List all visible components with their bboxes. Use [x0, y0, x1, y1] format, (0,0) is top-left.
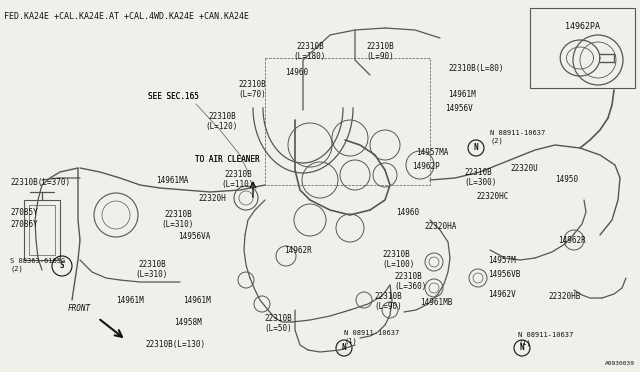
Text: 14956VA: 14956VA — [178, 232, 211, 241]
Text: N 08911-10637
(1): N 08911-10637 (1) — [344, 330, 399, 343]
Bar — [530, 8, 635, 88]
Text: S: S — [60, 262, 64, 270]
Text: 22310B(L=80): 22310B(L=80) — [448, 64, 504, 73]
Text: FRONT: FRONT — [68, 304, 91, 313]
Text: 22320HB: 22320HB — [548, 292, 580, 301]
Text: 14962R: 14962R — [284, 246, 312, 255]
Text: 22310B
(L=360): 22310B (L=360) — [394, 272, 426, 291]
Text: FED.KA24E +CAL.KA24E.AT +CAL.4WD.KA24E +CAN.KA24E: FED.KA24E +CAL.KA24E.AT +CAL.4WD.KA24E +… — [4, 12, 249, 21]
Text: 14961M: 14961M — [448, 90, 476, 99]
Text: 14957MA: 14957MA — [416, 148, 449, 157]
Text: 22320H: 22320H — [198, 194, 226, 203]
Text: 14961M: 14961M — [116, 296, 144, 305]
Text: 27086Y: 27086Y — [10, 220, 38, 229]
Text: N: N — [342, 343, 346, 353]
Text: 14962PA: 14962PA — [565, 22, 600, 31]
Text: N: N — [520, 343, 524, 353]
Text: 14958M: 14958M — [174, 318, 202, 327]
Text: 22310B
(L=110): 22310B (L=110) — [222, 170, 254, 189]
Text: 22310B
(L=310): 22310B (L=310) — [162, 210, 194, 230]
Text: 14956VB: 14956VB — [488, 270, 520, 279]
Text: 22310B(L=130): 22310B(L=130) — [145, 340, 205, 349]
Text: TO AIR CLEANER: TO AIR CLEANER — [195, 155, 260, 164]
Text: S 08363-6165G
(2): S 08363-6165G (2) — [10, 258, 65, 272]
Text: 14962R: 14962R — [558, 236, 586, 245]
Text: 22310B
(L=120): 22310B (L=120) — [206, 112, 238, 131]
Text: 22310B
(L=310): 22310B (L=310) — [136, 260, 168, 279]
Text: 22310B
(L=50): 22310B (L=50) — [264, 314, 292, 333]
Text: 22310B
(L=90): 22310B (L=90) — [374, 292, 402, 311]
Text: 22310B
(L=70): 22310B (L=70) — [238, 80, 266, 99]
Text: N 08911-10637
(2): N 08911-10637 (2) — [490, 130, 545, 144]
Text: 14960: 14960 — [285, 68, 308, 77]
Text: 14962V: 14962V — [488, 290, 516, 299]
Text: 22320HA: 22320HA — [424, 222, 456, 231]
Bar — [29, 205, 55, 255]
Text: 22310B
(L=180): 22310B (L=180) — [294, 42, 326, 61]
Text: N 08911-10637
(1): N 08911-10637 (1) — [518, 332, 573, 346]
Text: 14961M: 14961M — [183, 296, 211, 305]
Text: 14962P: 14962P — [412, 162, 440, 171]
Text: 22320HC: 22320HC — [476, 192, 508, 201]
Text: TO AIR CLEANER: TO AIR CLEANER — [195, 155, 260, 164]
Text: 22310B(L=370): 22310B(L=370) — [10, 178, 70, 187]
Text: 14957M: 14957M — [488, 256, 516, 265]
Text: 14950: 14950 — [555, 175, 578, 184]
Text: A0930039: A0930039 — [605, 361, 635, 366]
Text: 22310B
(L=300): 22310B (L=300) — [464, 168, 497, 187]
Text: 14961MA: 14961MA — [156, 176, 188, 185]
Text: SEE SEC.165: SEE SEC.165 — [148, 92, 199, 101]
Text: 14960: 14960 — [396, 208, 419, 217]
Text: 22310B
(L=100): 22310B (L=100) — [382, 250, 414, 269]
Text: N: N — [474, 144, 478, 153]
Text: 27085Y: 27085Y — [10, 208, 38, 217]
Bar — [24, 200, 60, 260]
Text: 22320U: 22320U — [510, 164, 538, 173]
Text: 22310B
(L=90): 22310B (L=90) — [366, 42, 394, 61]
Text: SEE SEC.165: SEE SEC.165 — [148, 92, 199, 101]
Text: 14961MB: 14961MB — [420, 298, 452, 307]
Text: 14956V: 14956V — [445, 104, 473, 113]
